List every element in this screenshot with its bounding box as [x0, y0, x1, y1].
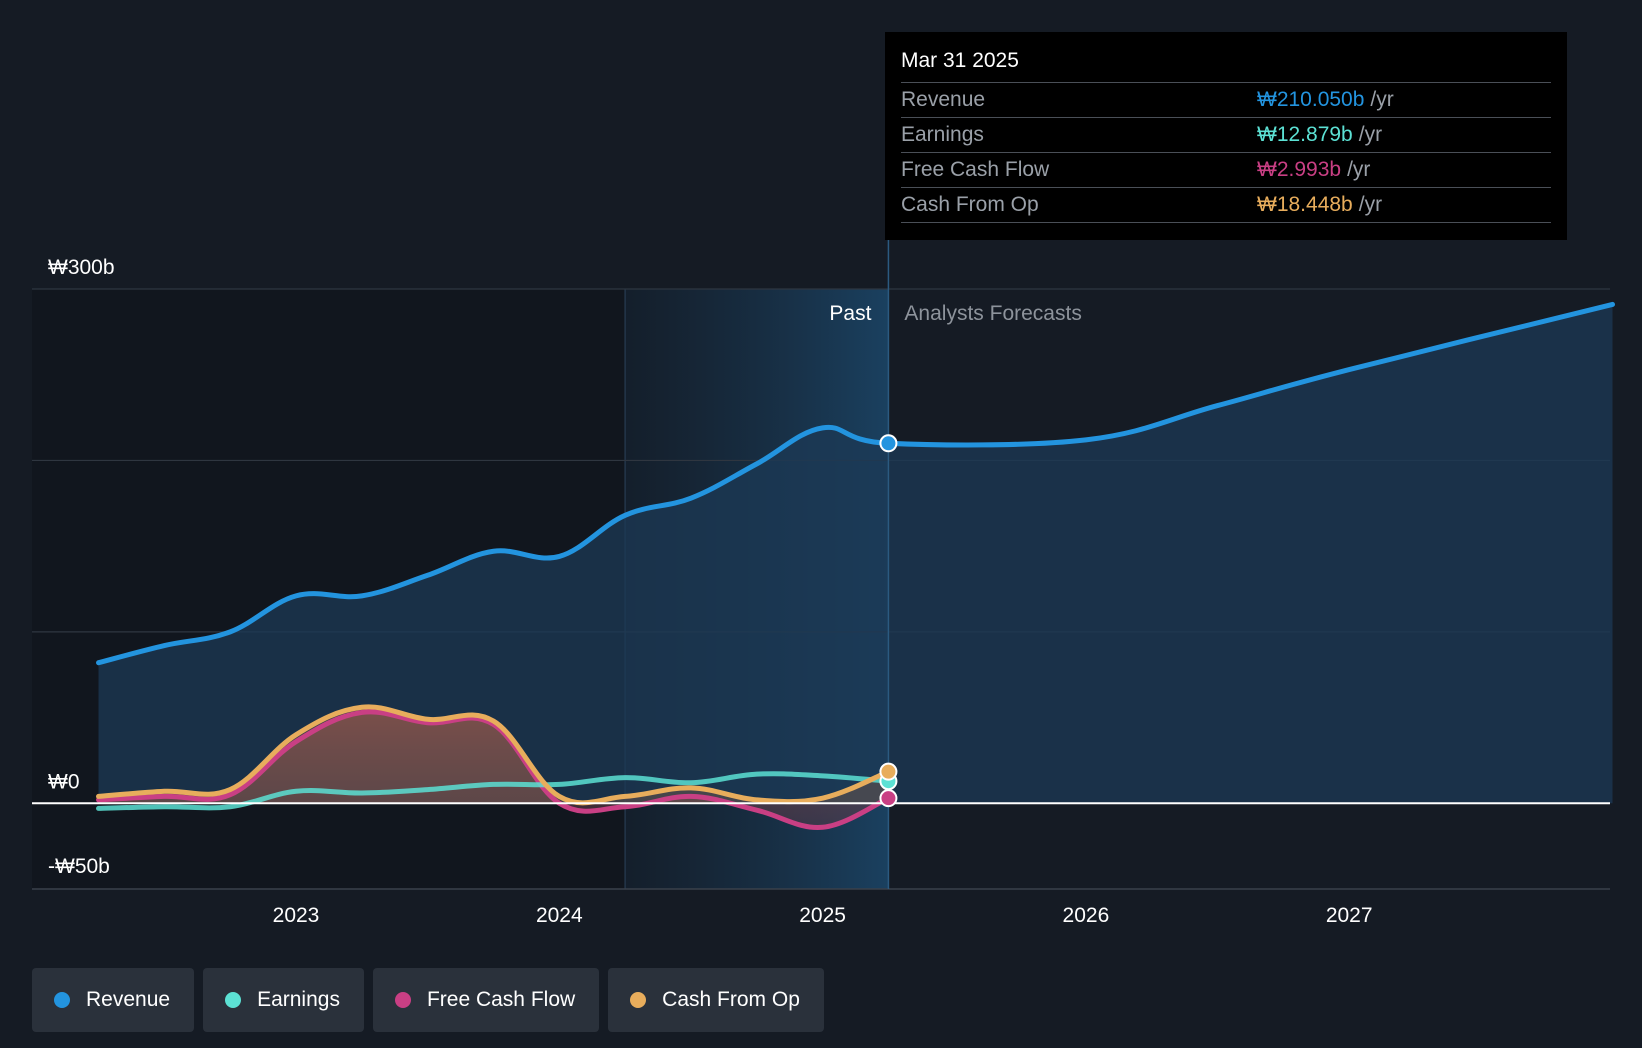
analysts-forecasts-label: Analysts Forecasts	[904, 302, 1081, 325]
x-tick-label: 2024	[536, 904, 583, 927]
tooltip-unit: /yr	[1347, 158, 1371, 181]
legend-item-earnings[interactable]: Earnings	[203, 968, 364, 1032]
tooltip-value: ₩2.993b	[1257, 158, 1342, 181]
legend-item-cash-from-op[interactable]: Cash From Op	[608, 968, 824, 1032]
legend-label: Cash From Op	[662, 988, 800, 1011]
tooltip-row-cash-from-op: Cash From Op ₩18.448b /yr	[901, 187, 1551, 223]
tooltip-row-free-cash-flow: Free Cash Flow ₩2.993b /yr	[901, 152, 1551, 187]
cash-from-op-area	[98, 706, 889, 804]
revenue-line	[96, 301, 1615, 666]
tooltip-label: Earnings	[901, 123, 984, 146]
y-tick-label: ₩0	[48, 770, 80, 793]
x-tick-label: 2023	[273, 904, 320, 927]
series-end-markers	[879, 434, 898, 808]
legend-dot-icon	[225, 992, 242, 1008]
revenue-end-marker	[879, 434, 898, 453]
y-tick-label: ₩300b	[48, 256, 115, 279]
series-lines	[96, 301, 1615, 830]
x-tick-label: 2026	[1063, 904, 1110, 927]
legend: Revenue Earnings Free Cash Flow Cash Fro…	[32, 968, 824, 1032]
revenue-area	[98, 304, 1613, 804]
tooltip-value: ₩12.879b	[1257, 123, 1353, 146]
tooltip-label: Free Cash Flow	[901, 158, 1050, 181]
tooltip-unit: /yr	[1358, 193, 1383, 216]
earnings-line	[96, 771, 891, 811]
tooltip-unit: /yr	[1358, 123, 1383, 146]
tooltip-value: ₩210.050b	[1257, 88, 1365, 111]
tooltip-date: Mar 31 2025	[901, 49, 1019, 72]
tooltip-label: Cash From Op	[901, 193, 1039, 216]
legend-dot-icon	[54, 992, 70, 1008]
legend-item-revenue[interactable]: Revenue	[32, 968, 195, 1032]
past-label: Past	[829, 302, 871, 325]
x-tick-label: 2027	[1326, 904, 1373, 927]
x-tick-label: 2025	[799, 904, 846, 927]
y-axis-labels: ₩300b ₩0 -₩50b	[48, 256, 115, 878]
tooltip-row-revenue: Revenue ₩210.050b /yr	[901, 82, 1551, 117]
y-tick-label: -₩50b	[48, 855, 110, 878]
tooltip-unit: /yr	[1370, 88, 1394, 111]
legend-label: Free Cash Flow	[426, 988, 576, 1011]
tooltip-label: Revenue	[901, 88, 986, 111]
legend-label: Earnings	[257, 988, 340, 1011]
x-axis-labels: 2023 2024 2025 2026 2027	[273, 904, 1373, 927]
cash-from-op-line	[96, 704, 891, 806]
tooltip-row-earnings: Earnings ₩12.879b /yr	[901, 117, 1551, 152]
legend-dot-icon	[630, 992, 647, 1008]
legend-dot-icon	[394, 992, 411, 1008]
tooltip-value: ₩18.448b	[1257, 193, 1353, 216]
cash-from-op-end-marker	[879, 762, 898, 781]
legend-label: Revenue	[86, 988, 171, 1011]
free-cash-flow-line	[96, 709, 891, 830]
free-cash-flow-end-marker	[879, 789, 898, 808]
tooltip-panel: Mar 31 2025 Revenue ₩210.050b /yr Earnin…	[885, 32, 1567, 240]
legend-item-free-cash-flow[interactable]: Free Cash Flow	[372, 968, 600, 1032]
